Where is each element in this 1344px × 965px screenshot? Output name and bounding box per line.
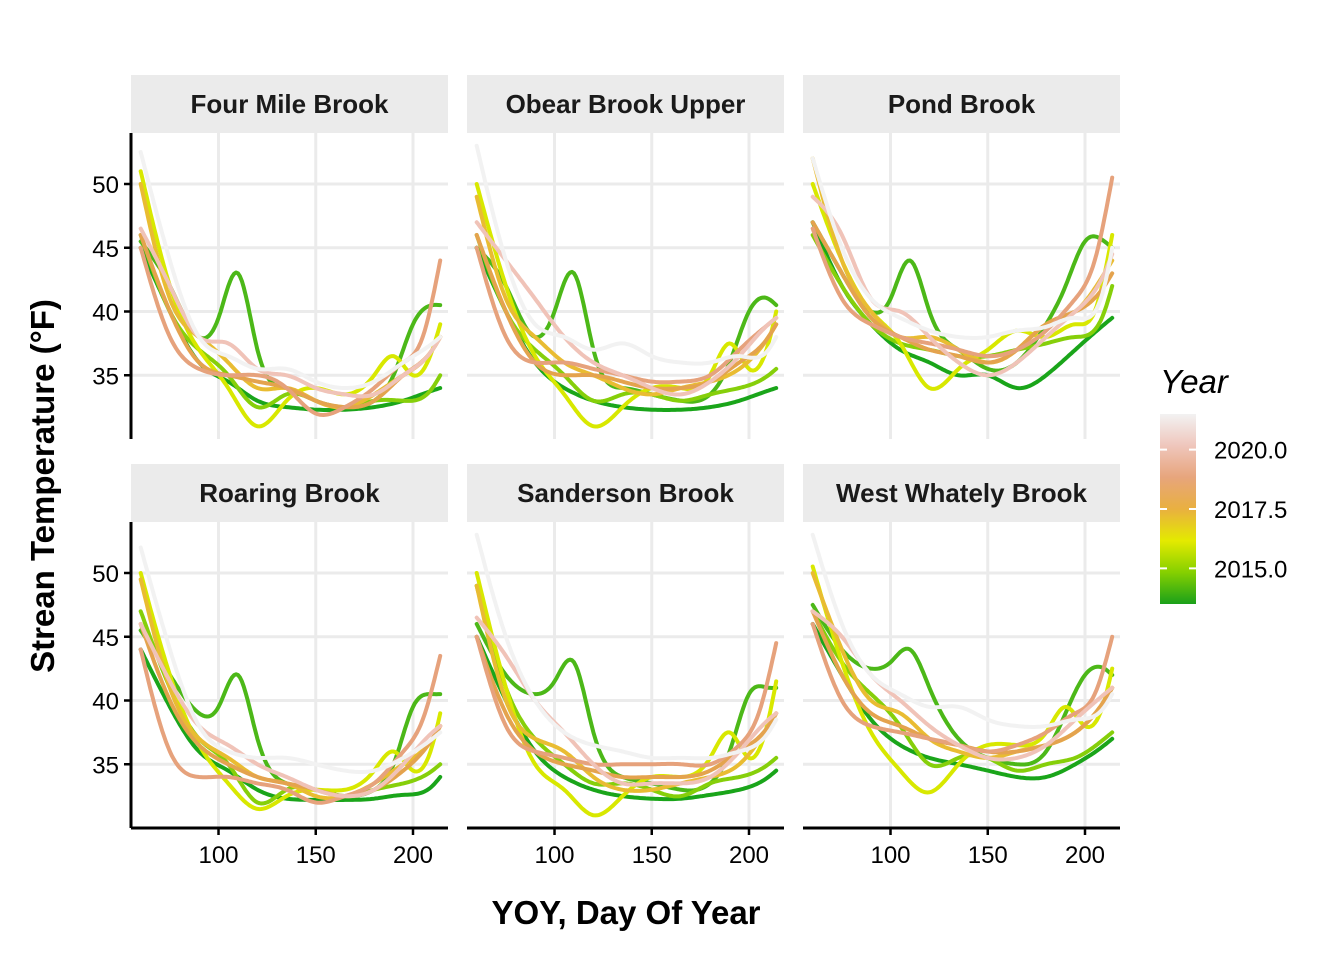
panel-obear-brook-upper: Obear Brook Upper <box>467 75 784 439</box>
grid-lines <box>131 522 448 828</box>
y-tick-label: 50 <box>92 172 119 199</box>
facet-strip <box>467 75 784 133</box>
series-line-2020 <box>138 245 443 417</box>
x-tick-label: 200 <box>1065 842 1105 869</box>
x-axis-title: YOY, Day Of Year <box>491 894 760 931</box>
legend-tick-label: 2017.5 <box>1214 497 1287 524</box>
facet-title: West Whately Brook <box>836 478 1087 508</box>
y-tick-label: 40 <box>92 300 119 327</box>
facet-title: Roaring Brook <box>199 478 380 508</box>
series-line-2020 <box>810 175 1115 359</box>
x-tick-label: 100 <box>534 842 574 869</box>
series-line-2018 <box>474 583 779 793</box>
axes-layer: 35 40 45 50 35 40 45 50 100 150 200 100 150 200 100 150… <box>92 133 1120 869</box>
panel-roaring-brook: Roaring Brook <box>131 464 448 828</box>
x-tick-label: 100 <box>198 842 238 869</box>
series-line-2022 <box>810 156 1115 340</box>
legend-ticks: 2015.0 2017.5 2020.0 <box>1160 438 1287 583</box>
facet-title: Pond Brook <box>888 89 1036 119</box>
x-tick-label: 200 <box>393 842 433 869</box>
y-tick-label: 40 <box>92 689 119 716</box>
y-tick-label: 50 <box>92 561 119 588</box>
legend-tick-label: 2020.0 <box>1214 438 1287 465</box>
series-line-2017 <box>474 182 779 429</box>
panels-layer: Four Mile Brook Obear Brook Upper Pond Bro… <box>131 75 1120 828</box>
y-axis-title: Strean Temperature (°F) <box>24 299 61 673</box>
x-tick-label: 150 <box>968 842 1008 869</box>
series-lines <box>474 532 779 818</box>
series-line-2016 <box>810 609 1115 773</box>
series-lines <box>138 150 443 429</box>
series-line-2014 <box>474 634 779 802</box>
y-tick-label: 35 <box>92 752 119 779</box>
series-lines <box>810 156 1115 391</box>
facet-title: Sanderson Brook <box>517 478 734 508</box>
series-line-2021 <box>474 220 779 397</box>
x-tick-label: 200 <box>729 842 769 869</box>
y-tick-label: 35 <box>92 363 119 390</box>
series-line-2022 <box>474 143 779 366</box>
facet-title: Obear Brook Upper <box>506 89 746 119</box>
series-line-2020 <box>138 647 443 805</box>
facet-strip <box>131 75 448 133</box>
y-tick-label: 45 <box>92 625 119 652</box>
facet-title: Four Mile Brook <box>191 89 389 119</box>
series-line-2018 <box>810 156 1115 365</box>
legend-title: Year <box>1160 363 1230 400</box>
x-tick-label: 150 <box>296 842 336 869</box>
legend-tick-label: 2015.0 <box>1214 556 1287 583</box>
series-lines <box>138 545 443 812</box>
legend: Year 2015.0 2017.5 2020.0 <box>1160 363 1287 604</box>
x-tick-label: 150 <box>632 842 672 869</box>
series-line-2021 <box>810 194 1115 378</box>
series-line-2021 <box>138 622 443 799</box>
series-line-2019 <box>474 233 779 391</box>
grid-lines <box>467 133 784 439</box>
panel-four-mile-brook: Four Mile Brook <box>131 75 448 439</box>
series-line-2018 <box>474 194 779 397</box>
series-line-2020 <box>810 622 1115 754</box>
facet-strip <box>131 464 448 522</box>
series-lines <box>810 532 1115 795</box>
series-line-2022 <box>138 545 443 774</box>
series-line-2014 <box>138 647 443 802</box>
series-lines <box>474 143 779 429</box>
series-line-2021 <box>138 226 443 399</box>
series-line-2019 <box>474 634 779 780</box>
facet-strip <box>467 464 784 522</box>
series-line-2022 <box>474 532 779 761</box>
facet-strip <box>803 75 1120 133</box>
panel-west-whately-brook: West Whately Brook <box>803 464 1120 828</box>
panel-sanderson-brook: Sanderson Brook <box>467 464 784 828</box>
series-line-2019 <box>138 622 443 799</box>
series-line-2022 <box>810 532 1115 729</box>
panel-pond-brook: Pond Brook <box>803 75 1120 439</box>
x-tick-label: 100 <box>870 842 910 869</box>
y-tick-label: 45 <box>92 236 119 263</box>
series-line-2022 <box>138 150 443 390</box>
facet-strip <box>803 464 1120 522</box>
series-line-2017 <box>810 564 1115 795</box>
series-line-2017 <box>138 169 443 429</box>
